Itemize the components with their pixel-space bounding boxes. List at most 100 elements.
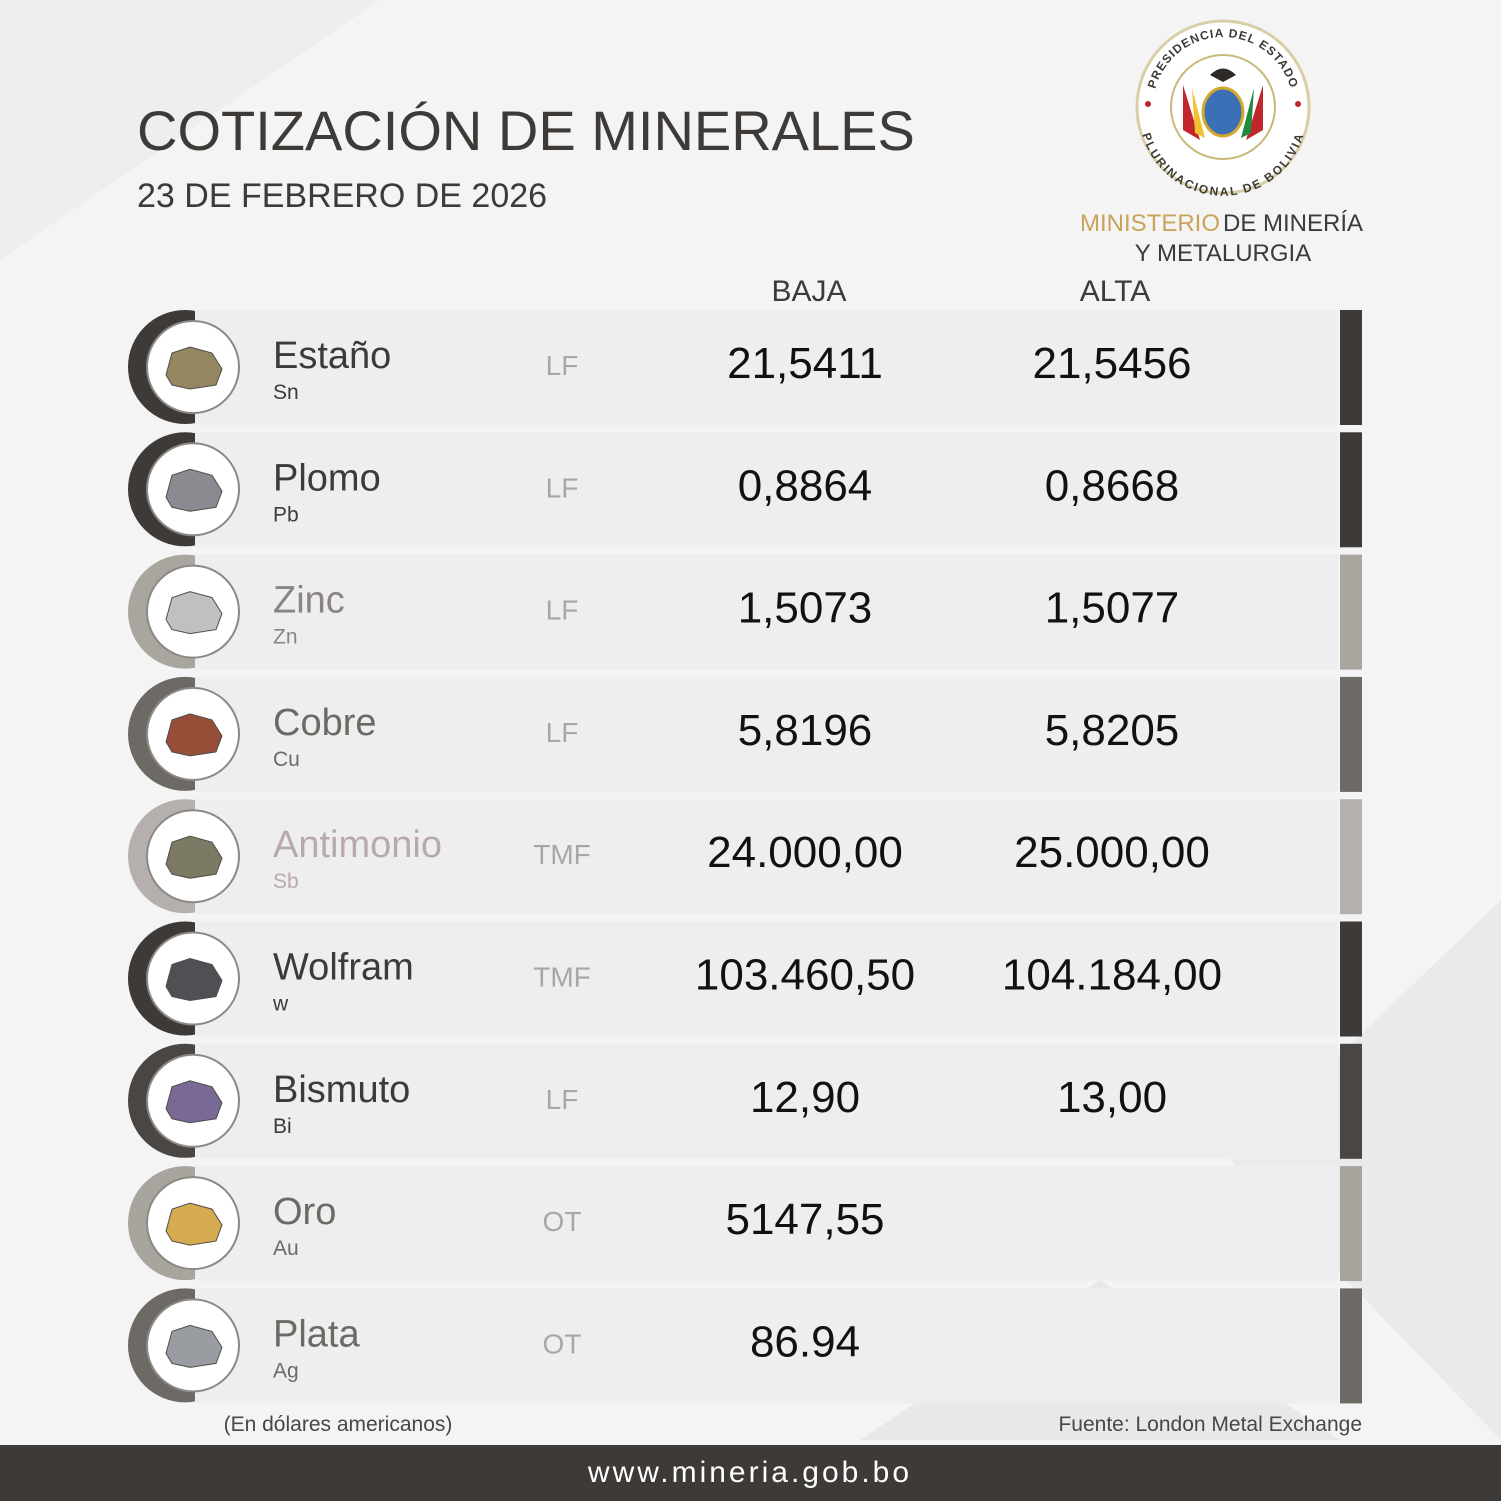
flag	[1192, 88, 1205, 138]
mineral-image	[165, 713, 223, 757]
source: Fuente: London Metal Exchange	[1058, 1413, 1362, 1436]
mineral-image	[165, 591, 223, 635]
row-bar	[1340, 676, 1362, 792]
row-bar	[1340, 1166, 1362, 1282]
mineral-symbol: Pb	[273, 503, 299, 526]
mineral-name: Plata	[273, 1313, 360, 1355]
table-row: Oro Au OT 5147,55	[128, 1166, 1362, 1282]
bg-shape	[1230, 900, 1501, 1440]
table-row: Plata Ag OT 86.94	[128, 1288, 1362, 1404]
mineral-image	[165, 1080, 223, 1124]
price-high: 5,8205	[1045, 706, 1180, 755]
flag	[1241, 88, 1254, 138]
row-background	[195, 676, 1338, 792]
price-low: 24.000,00	[707, 828, 903, 877]
mineral-name: Wolfram	[273, 947, 414, 989]
mineral-symbol: Ag	[273, 1359, 299, 1382]
unit: LF	[546, 1084, 579, 1115]
unit: LF	[546, 350, 579, 381]
seal-dot	[1145, 101, 1151, 107]
mineral-image	[165, 835, 223, 879]
table-row: Antimonio Sb TMF 24.000,00 25.000,00	[128, 799, 1362, 915]
mineral-symbol: Sb	[273, 870, 299, 893]
table: Estaño Sn LF 21,5411 21,5456 Plomo Pb LF 0,8864 0…	[128, 310, 1362, 1404]
table-row: Wolfram w TMF 103.460,50 104.184,00	[128, 921, 1362, 1037]
price-low: 5,8196	[738, 706, 873, 755]
ministry-a: MINISTERIO	[1080, 210, 1220, 237]
mineral-image	[165, 1324, 223, 1368]
table-row: Estaño Sn LF 21,5411 21,5456	[128, 310, 1362, 425]
unit: TMF	[533, 962, 591, 993]
title: COTIZACIÓN DE MINERALES	[137, 99, 915, 162]
mineral-name: Bismuto	[273, 1069, 410, 1111]
row-background	[195, 1043, 1338, 1159]
mineral-name: Cobre	[273, 702, 377, 744]
date: 23 DE FEBRERO DE 2026	[137, 177, 547, 215]
price-low: 1,5073	[738, 584, 873, 633]
unit: LF	[546, 595, 579, 626]
price-high: 25.000,00	[1014, 828, 1210, 877]
footer-bar	[0, 1445, 1501, 1501]
price-low: 12,90	[750, 1073, 860, 1122]
row-bar	[1340, 1043, 1362, 1159]
bg-shape	[0, 0, 380, 260]
row-background	[195, 432, 1338, 548]
price-high: 104.184,00	[1002, 951, 1222, 1000]
note: (En dólares americanos)	[224, 1413, 453, 1436]
mineral-image	[165, 346, 223, 390]
mineral-symbol: Sn	[273, 381, 299, 404]
unit: TMF	[533, 839, 591, 870]
unit: LF	[546, 472, 579, 503]
ministry-c: Y METALURGIA	[1135, 240, 1311, 267]
row-bar	[1340, 310, 1362, 425]
ministry-b: DE MINERÍA	[1223, 210, 1363, 237]
mineral-name: Oro	[273, 1191, 336, 1233]
mineral-symbol: Zn	[273, 626, 298, 649]
row-bar	[1340, 921, 1362, 1037]
unit: LF	[546, 717, 579, 748]
price-low: 86.94	[750, 1317, 860, 1366]
table-row: Bismuto Bi LF 12,90 13,00	[128, 1043, 1362, 1159]
row-bar	[1340, 1288, 1362, 1404]
unit: OT	[543, 1206, 582, 1237]
seal-dot	[1295, 101, 1301, 107]
table-row: Zinc Zn LF 1,5073 1,5077	[128, 554, 1362, 670]
table-row: Plomo Pb LF 0,8864 0,8668	[128, 432, 1362, 548]
price-low: 5147,55	[725, 1195, 884, 1244]
table-row: Cobre Cu LF 5,8196 5,8205	[128, 676, 1362, 792]
mineral-name: Estaño	[273, 335, 391, 377]
row-background	[195, 1166, 1338, 1282]
price-low: 103.460,50	[695, 951, 915, 1000]
mineral-symbol: Au	[273, 1237, 299, 1260]
row-background	[195, 921, 1338, 1037]
unit: OT	[543, 1328, 582, 1359]
condor	[1210, 68, 1236, 82]
mineral-name: Plomo	[273, 457, 381, 499]
mineral-name: Antimonio	[273, 824, 442, 866]
price-high: 1,5077	[1045, 584, 1180, 633]
row-background	[195, 799, 1338, 915]
row-background	[195, 310, 1338, 425]
mineral-symbol: Cu	[273, 748, 300, 771]
row-background	[195, 1288, 1338, 1404]
mineral-symbol: w	[272, 993, 289, 1016]
url: www.mineria.gob.bo	[587, 1456, 912, 1489]
mineral-image	[165, 1202, 223, 1246]
mineral-image	[165, 957, 223, 1002]
mineral-name: Zinc	[273, 580, 345, 622]
price-low: 21,5411	[727, 339, 883, 388]
mineral-image	[165, 468, 223, 512]
price-high: 13,00	[1057, 1073, 1167, 1122]
column-header: BAJA	[771, 275, 846, 308]
row-background	[195, 554, 1338, 670]
shield	[1201, 86, 1245, 138]
row-bar	[1340, 432, 1362, 548]
price-high: 0,8668	[1045, 461, 1180, 510]
column-header: ALTA	[1080, 275, 1151, 308]
price-low: 0,8864	[738, 461, 873, 510]
row-bar	[1340, 554, 1362, 670]
price-high: 21,5456	[1032, 339, 1191, 388]
